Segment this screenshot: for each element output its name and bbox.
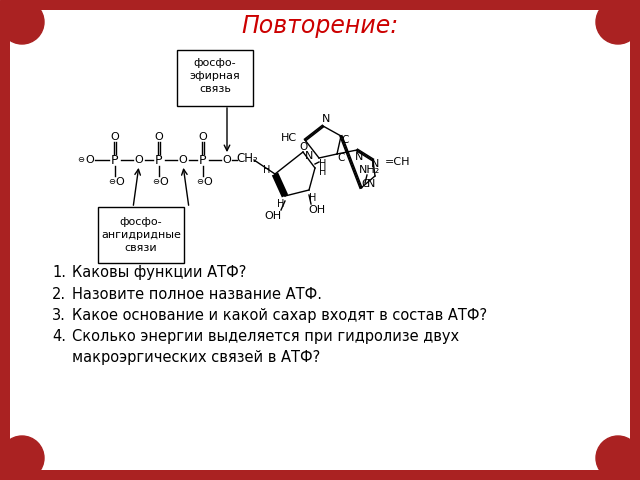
Text: фосфо-
ангидридные
связи: фосфо- ангидридные связи xyxy=(101,217,181,253)
Text: O: O xyxy=(134,155,143,165)
Circle shape xyxy=(0,0,44,44)
Text: фосфо-
эфирная
связь: фосфо- эфирная связь xyxy=(189,58,241,94)
Text: N: N xyxy=(305,151,313,161)
Text: 3.: 3. xyxy=(52,308,66,323)
Circle shape xyxy=(596,436,640,480)
Text: O: O xyxy=(111,132,120,142)
Text: O: O xyxy=(86,155,94,165)
Text: N: N xyxy=(322,114,330,124)
Text: O: O xyxy=(204,177,212,187)
Text: N: N xyxy=(371,159,379,169)
Text: H: H xyxy=(277,199,285,209)
FancyBboxPatch shape xyxy=(98,207,184,263)
Text: 4.: 4. xyxy=(52,329,66,344)
Circle shape xyxy=(0,436,44,480)
Text: P: P xyxy=(199,154,207,167)
Text: ⊖: ⊖ xyxy=(152,178,159,187)
Text: H: H xyxy=(319,167,326,177)
Text: P: P xyxy=(111,154,119,167)
Text: Сколько энергии выделяется при гидролизе двух: Сколько энергии выделяется при гидролизе… xyxy=(72,329,459,344)
Text: C: C xyxy=(362,179,369,189)
Text: N: N xyxy=(367,179,375,189)
Text: ⊖: ⊖ xyxy=(77,156,84,165)
Text: O: O xyxy=(198,132,207,142)
Text: O: O xyxy=(179,155,188,165)
Text: ⊖: ⊖ xyxy=(109,178,115,187)
Text: Назовите полное название АТФ.: Назовите полное название АТФ. xyxy=(72,287,322,302)
Text: O: O xyxy=(159,177,168,187)
Text: H: H xyxy=(319,159,326,169)
Text: O: O xyxy=(116,177,124,187)
Text: CH₂: CH₂ xyxy=(236,153,258,166)
Text: Каковы функции АТФ?: Каковы функции АТФ? xyxy=(72,265,246,280)
Text: NH₂: NH₂ xyxy=(358,165,380,175)
Text: H: H xyxy=(263,165,271,175)
Text: Какое основание и какой сахар входят в состав АТФ?: Какое основание и какой сахар входят в с… xyxy=(72,308,487,323)
Text: H: H xyxy=(309,193,317,203)
Text: OH: OH xyxy=(308,205,326,215)
Text: =CH: =CH xyxy=(385,157,410,167)
Text: P: P xyxy=(156,154,163,167)
Text: ⊖: ⊖ xyxy=(196,178,204,187)
Text: 1.: 1. xyxy=(52,265,66,280)
FancyBboxPatch shape xyxy=(177,50,253,106)
Text: O: O xyxy=(155,132,163,142)
Text: HC: HC xyxy=(281,133,297,143)
Text: Повторение:: Повторение: xyxy=(241,14,399,38)
Text: OH: OH xyxy=(264,211,282,221)
Text: O: O xyxy=(223,155,232,165)
Text: макроэргических связей в АТФ?: макроэргических связей в АТФ? xyxy=(72,350,320,365)
Text: C: C xyxy=(341,135,349,145)
FancyBboxPatch shape xyxy=(10,10,630,470)
Circle shape xyxy=(596,0,640,44)
Text: C: C xyxy=(337,153,345,163)
Text: 2.: 2. xyxy=(52,287,66,302)
Text: O: O xyxy=(300,142,308,152)
Text: N: N xyxy=(355,152,363,162)
